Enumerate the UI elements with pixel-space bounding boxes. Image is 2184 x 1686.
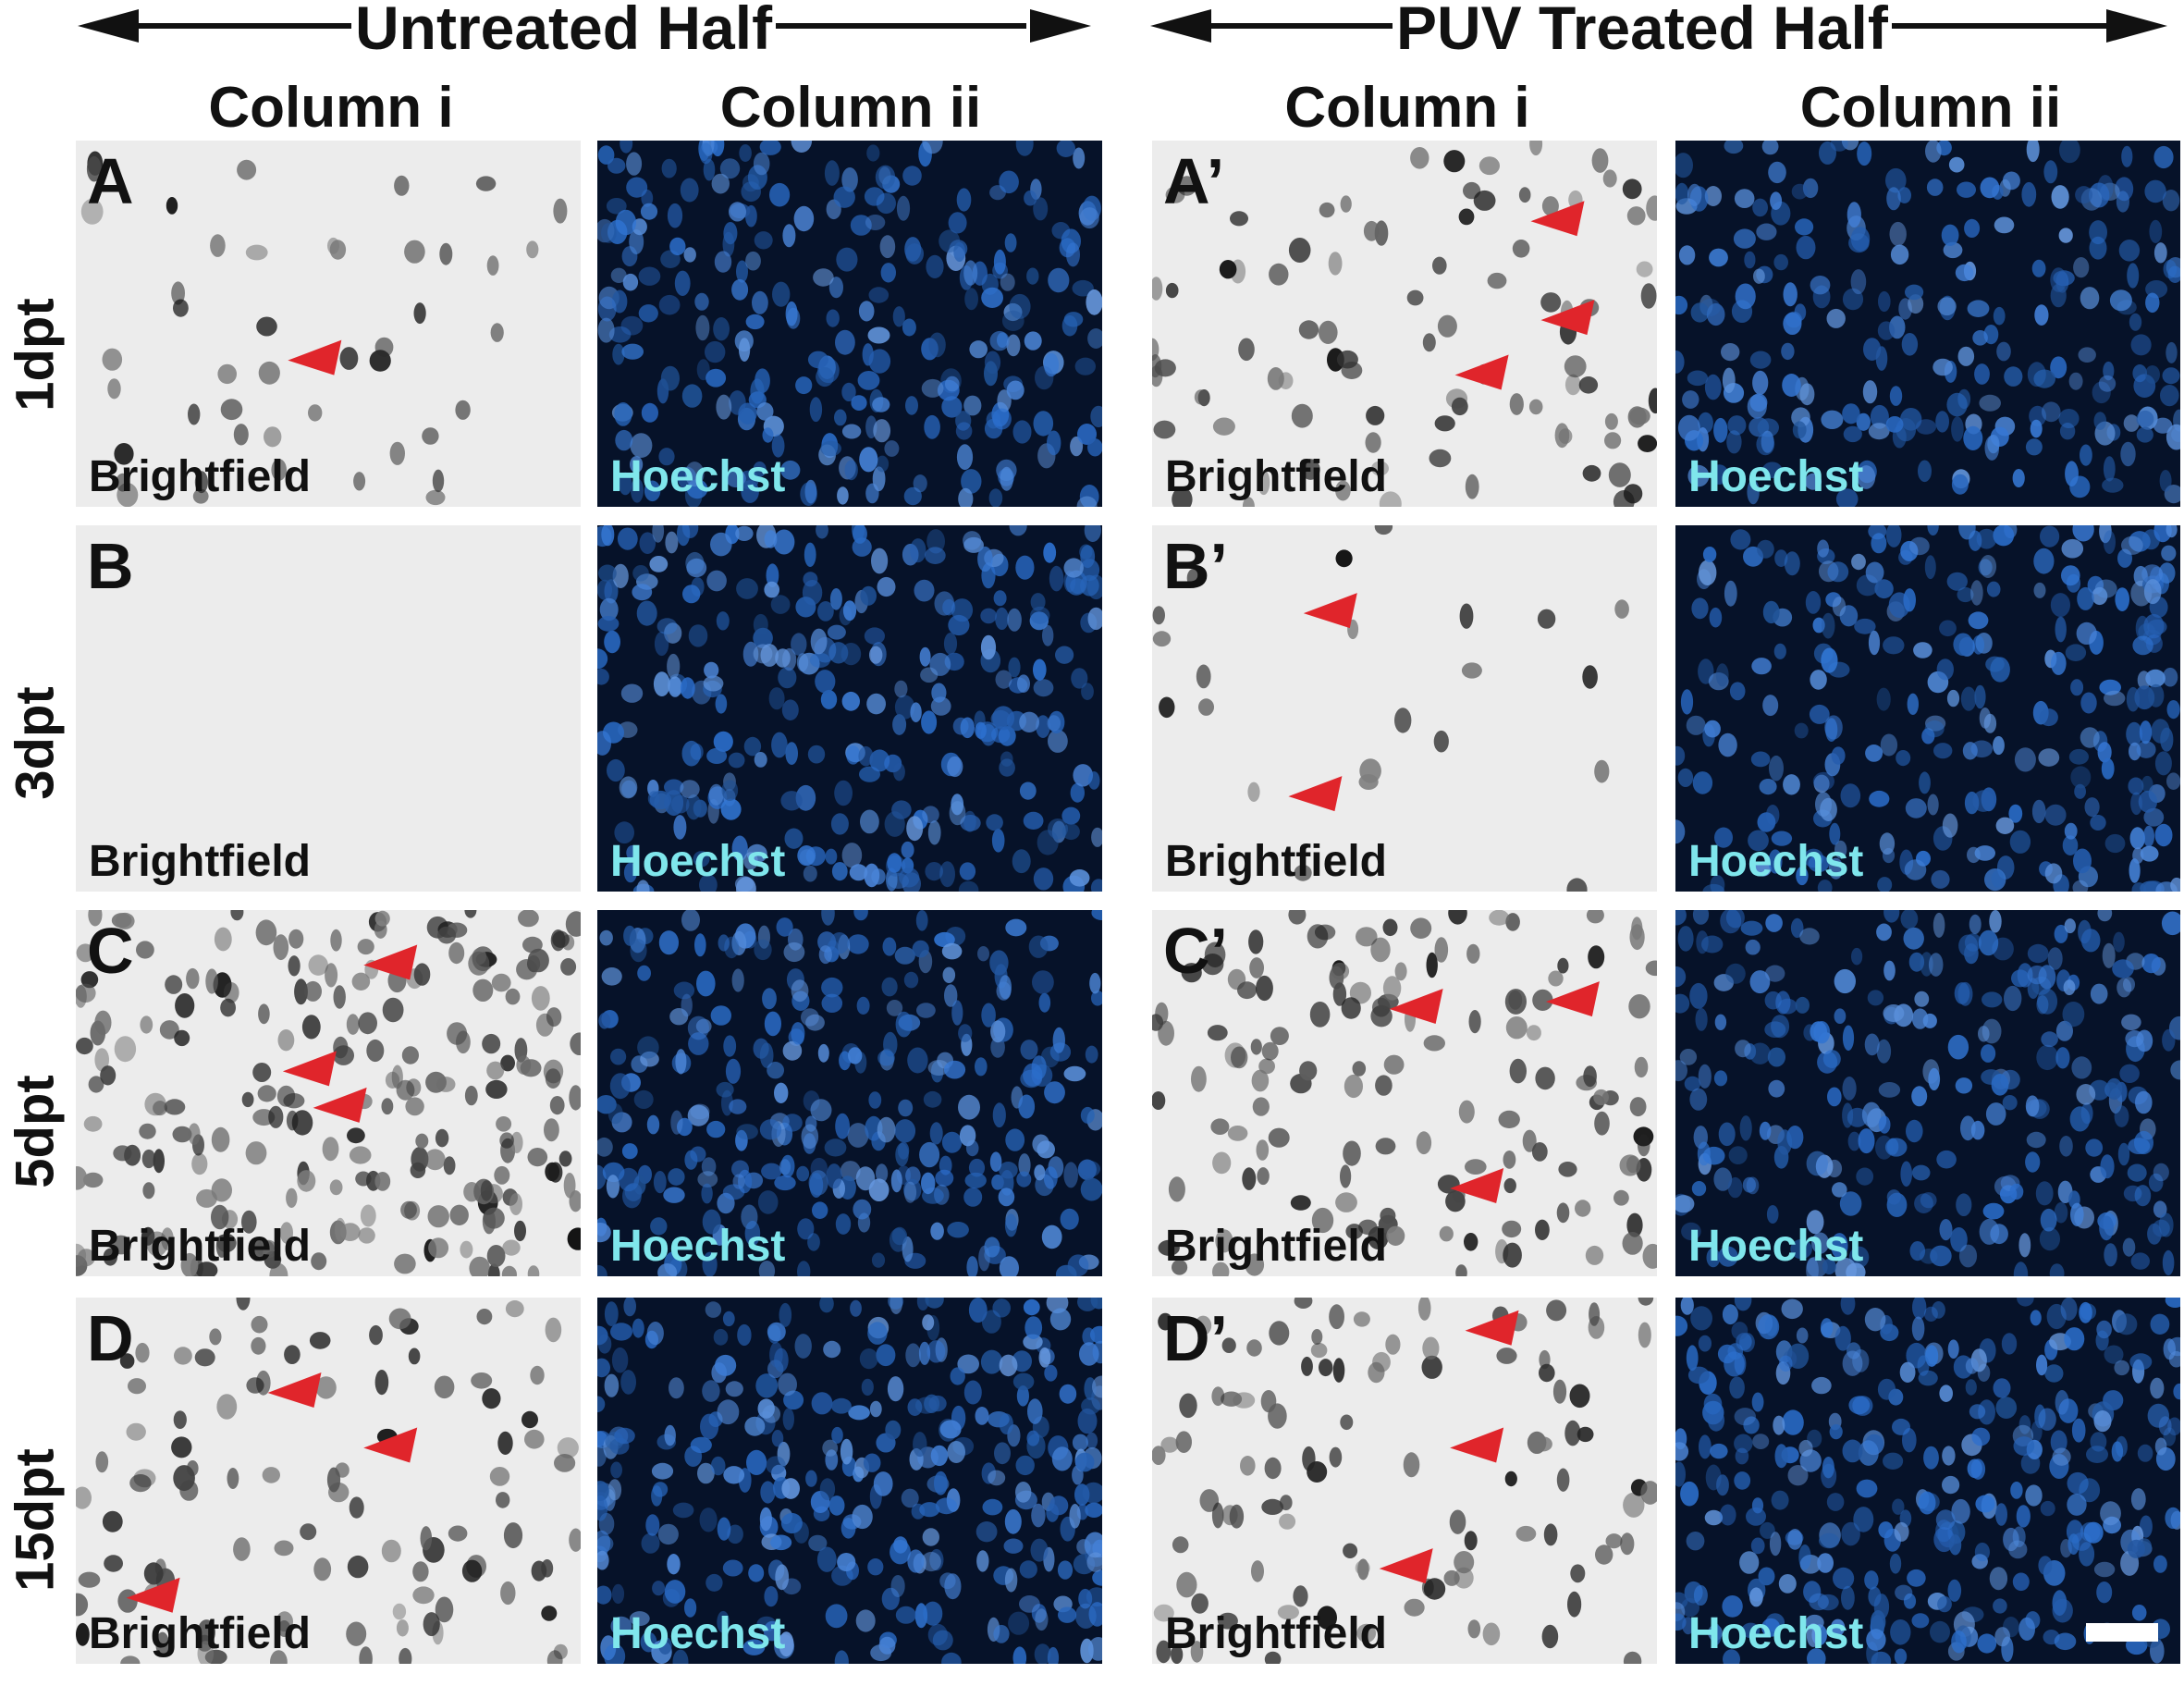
- red-arrowhead-icon: [1454, 354, 1509, 390]
- panel-letter: B’: [1163, 530, 1228, 602]
- panel-B-prime-brightfield: B’ Brightfield: [1152, 525, 1657, 892]
- hoechst-label: Hoechst: [610, 1222, 786, 1271]
- panel-letter: A: [87, 145, 134, 217]
- panel-D-hoechst: Hoechst: [597, 1298, 1102, 1664]
- red-arrowhead-icon: [1379, 1548, 1433, 1584]
- red-arrowhead-icon: [1450, 1427, 1504, 1463]
- brightfield-image: [76, 525, 581, 892]
- fluorescence-image: [1675, 141, 2180, 507]
- untreated-column-ii-title: Column ii: [719, 76, 982, 140]
- brightfield-label: Brightfield: [89, 1222, 311, 1271]
- hoechst-label: Hoechst: [610, 452, 786, 501]
- brightfield-image: [1152, 525, 1657, 892]
- red-arrowhead-icon: [1389, 989, 1443, 1024]
- panel-letter: D: [87, 1302, 134, 1374]
- panel-C-brightfield: C Brightfield: [76, 910, 581, 1276]
- panel-B-hoechst: Hoechst: [597, 525, 1102, 892]
- row-label-5dpt: 5dpt: [5, 1075, 66, 1188]
- treated-column-i-title: Column i: [1284, 76, 1530, 140]
- red-arrowhead-icon: [1530, 201, 1585, 237]
- fluorescence-image: [597, 141, 1102, 507]
- red-arrowhead-icon: [267, 1372, 322, 1409]
- brightfield-label: Brightfield: [1165, 837, 1387, 886]
- panel-C-hoechst: Hoechst: [597, 910, 1102, 1276]
- panel-A-brightfield: A Brightfield: [76, 141, 581, 507]
- panel-C-prime-hoechst: Hoechst: [1675, 910, 2180, 1276]
- hoechst-label: Hoechst: [610, 837, 786, 886]
- panel-C-prime-brightfield: C’ Brightfield: [1152, 910, 1657, 1276]
- row-label-3dpt: 3dpt: [5, 686, 66, 800]
- panel-letter: C’: [1163, 915, 1228, 987]
- red-arrowhead-icon: [282, 1051, 337, 1087]
- panel-letter: C: [87, 915, 134, 987]
- fluorescence-image: [597, 1298, 1102, 1664]
- red-arrowhead-icon: [1303, 593, 1357, 629]
- panel-D-prime-brightfield: D’ Brightfield: [1152, 1298, 1657, 1664]
- panel-A-hoechst: Hoechst: [597, 141, 1102, 507]
- red-arrowhead-icon: [288, 339, 342, 375]
- hoechst-label: Hoechst: [1688, 1609, 1864, 1658]
- brightfield-label: Brightfield: [1165, 1222, 1387, 1271]
- brightfield-image: [1152, 910, 1657, 1276]
- untreated-column-i-title: Column i: [208, 76, 454, 140]
- red-arrowhead-icon: [126, 1577, 180, 1613]
- brightfield-label: Brightfield: [1165, 452, 1387, 501]
- panel-D-prime-hoechst: Hoechst: [1675, 1298, 2180, 1664]
- fluorescence-image: [1675, 525, 2180, 892]
- brightfield-image: [1152, 141, 1657, 507]
- hoechst-label: Hoechst: [1688, 1222, 1864, 1271]
- brightfield-image: [76, 141, 581, 507]
- treated-column-ii-title: Column ii: [1799, 76, 2062, 140]
- brightfield-label: Brightfield: [89, 1609, 311, 1658]
- panel-A-prime-hoechst: Hoechst: [1675, 141, 2180, 507]
- brightfield-image: [1152, 1298, 1657, 1664]
- red-arrowhead-icon: [363, 944, 418, 980]
- treated-half-title: PUV Treated Half: [1393, 0, 1892, 61]
- untreated-half-title: Untreated Half: [351, 0, 777, 61]
- brightfield-image: [76, 910, 581, 1276]
- red-arrowhead-icon: [1450, 1168, 1504, 1204]
- scale-bar: [2086, 1623, 2158, 1642]
- fluorescence-image: [597, 910, 1102, 1276]
- brightfield-label: Brightfield: [89, 452, 311, 501]
- red-arrowhead-icon: [1540, 300, 1595, 336]
- fluorescence-image: [1675, 910, 2180, 1276]
- panel-letter: A’: [1163, 145, 1225, 217]
- panel-B-prime-hoechst: Hoechst: [1675, 525, 2180, 892]
- red-arrowhead-icon: [363, 1427, 418, 1463]
- panel-A-prime-brightfield: A’ Brightfield: [1152, 141, 1657, 507]
- red-arrowhead-icon: [313, 1087, 367, 1123]
- hoechst-label: Hoechst: [610, 1609, 786, 1658]
- row-label-1dpt: 1dpt: [5, 298, 66, 412]
- red-arrowhead-icon: [1288, 776, 1343, 812]
- brightfield-label: Brightfield: [1165, 1609, 1387, 1658]
- row-label-15dpt: 15dpt: [5, 1448, 66, 1592]
- panel-D-brightfield: D Brightfield: [76, 1298, 581, 1664]
- hoechst-label: Hoechst: [1688, 837, 1864, 886]
- fluorescence-image: [1675, 1298, 2180, 1664]
- brightfield-image: [76, 1298, 581, 1664]
- panel-letter: D’: [1163, 1302, 1228, 1374]
- panel-letter: B: [87, 530, 134, 602]
- fluorescence-image: [597, 525, 1102, 892]
- brightfield-label: Brightfield: [89, 837, 311, 886]
- red-arrowhead-icon: [1465, 1310, 1519, 1346]
- panel-B-brightfield: B Brightfield: [76, 525, 581, 892]
- hoechst-label: Hoechst: [1688, 452, 1864, 501]
- red-arrowhead-icon: [1545, 981, 1600, 1017]
